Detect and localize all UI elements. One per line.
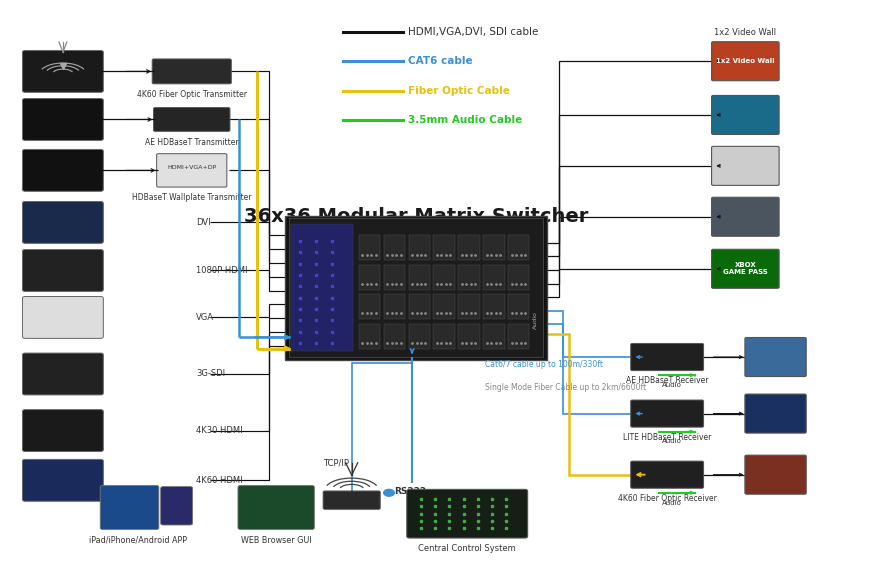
Text: CAT6 cable: CAT6 cable [408,56,473,66]
Bar [508,324,530,349]
Bar [384,294,405,319]
Bar [359,235,380,260]
Text: TCP/IP: TCP/IP [323,458,349,467]
FancyBboxPatch shape [22,353,103,395]
FancyBboxPatch shape [22,409,103,451]
Bar [409,235,430,260]
Text: 4K60 Fiber Optic Transmitter: 4K60 Fiber Optic Transmitter [137,90,247,99]
FancyBboxPatch shape [631,344,704,371]
Text: RS232: RS232 [394,486,426,496]
Bar [409,294,430,319]
FancyBboxPatch shape [157,154,227,187]
Text: XBOX
GAME PASS: XBOX GAME PASS [723,263,768,276]
Text: Single Mode Fiber Cable up to 2km/6600ft: Single Mode Fiber Cable up to 2km/6600ft [485,383,646,391]
FancyBboxPatch shape [22,297,103,338]
Text: 4K60 HDMI: 4K60 HDMI [196,476,243,485]
Text: HDMI,VGA,DVI, SDI cable: HDMI,VGA,DVI, SDI cable [408,27,538,37]
FancyBboxPatch shape [22,150,103,191]
FancyBboxPatch shape [22,459,103,501]
Text: VGA: VGA [196,313,214,322]
Circle shape [384,489,394,496]
Text: Cat6/7 cable up to 100m/330ft: Cat6/7 cable up to 100m/330ft [485,360,603,369]
FancyBboxPatch shape [154,108,230,132]
Text: iPad/iPhone/Android APP: iPad/iPhone/Android APP [89,536,188,545]
Bar [433,294,455,319]
FancyBboxPatch shape [22,201,103,243]
Text: 4K60 Fiber Optic Receiver: 4K60 Fiber Optic Receiver [618,494,716,503]
Bar [433,235,455,260]
Text: HDBaseT Wallplate Transmitter: HDBaseT Wallplate Transmitter [132,193,252,202]
Bar [384,324,405,349]
Bar [384,265,405,290]
Bar [458,324,480,349]
Bar [359,324,380,349]
FancyBboxPatch shape [712,42,779,81]
Bar [458,294,480,319]
Text: 1x2 Video Wall: 1x2 Video Wall [716,58,774,64]
Text: Audio: Audio [662,500,682,506]
FancyBboxPatch shape [745,394,806,433]
Bar [359,265,380,290]
FancyBboxPatch shape [22,249,103,291]
Text: Central Control System: Central Control System [418,544,516,553]
Text: 3G-SDI: 3G-SDI [196,370,225,379]
Text: Audio: Audio [662,438,682,445]
Text: Audio: Audio [533,311,538,329]
Text: HDMI+VGA+DP: HDMI+VGA+DP [167,165,216,170]
FancyBboxPatch shape [631,400,704,427]
Bar [483,294,505,319]
Bar [409,324,430,349]
FancyBboxPatch shape [238,485,314,530]
Text: Fiber Optic Cable: Fiber Optic Cable [408,86,510,96]
Bar [433,265,455,290]
Bar [289,218,543,357]
Bar [458,235,480,260]
FancyBboxPatch shape [323,491,380,509]
FancyBboxPatch shape [745,455,806,494]
Bar [433,324,455,349]
Text: 3.5mm Audio Cable: 3.5mm Audio Cable [408,115,522,125]
Bar [359,294,380,319]
FancyBboxPatch shape [152,59,231,84]
FancyBboxPatch shape [631,461,704,488]
FancyBboxPatch shape [712,249,779,288]
Text: DVI: DVI [196,218,211,227]
Bar [483,265,505,290]
Bar [285,215,547,360]
Text: 4K30 HDMI: 4K30 HDMI [196,426,243,435]
Text: AE HDBaseT Transmitter: AE HDBaseT Transmitter [145,138,239,147]
Bar [384,235,405,260]
Bar [508,265,530,290]
Bar [483,324,505,349]
Bar [508,294,530,319]
FancyBboxPatch shape [160,486,192,525]
Text: 1080P HDMI: 1080P HDMI [196,266,247,275]
FancyBboxPatch shape [712,95,779,134]
Text: AE HDBaseT Receiver: AE HDBaseT Receiver [626,376,708,385]
Bar [458,265,480,290]
FancyBboxPatch shape [712,197,779,236]
FancyBboxPatch shape [22,50,103,92]
FancyBboxPatch shape [712,146,779,185]
FancyBboxPatch shape [22,99,103,141]
Text: LITE HDBaseT Receiver: LITE HDBaseT Receiver [623,433,711,442]
Text: 36x36 Modular Matrix Switcher: 36x36 Modular Matrix Switcher [245,208,589,226]
Text: WEB Browser GUI: WEB Browser GUI [241,536,312,545]
Bar [409,265,430,290]
Bar [508,235,530,260]
Text: 1x2 Video Wall: 1x2 Video Wall [715,28,776,37]
FancyBboxPatch shape [745,337,806,376]
Text: Audio: Audio [662,382,682,388]
FancyBboxPatch shape [101,485,159,530]
Bar [291,224,353,352]
Bar [483,235,505,260]
FancyBboxPatch shape [407,489,528,538]
